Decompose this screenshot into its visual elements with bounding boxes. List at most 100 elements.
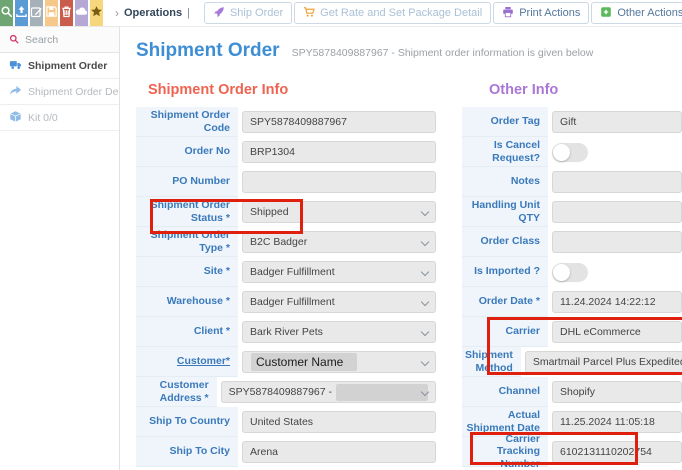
sidebar-item-label: Kit 0/0: [28, 111, 58, 124]
notes-label: Notes: [462, 167, 548, 197]
order-no-label: Order No: [136, 137, 238, 167]
customer-label[interactable]: Customer*: [136, 347, 238, 377]
sidebar-search-input[interactable]: Search: [0, 27, 119, 53]
input-value: Shopify: [560, 386, 596, 398]
search-button[interactable]: [0, 0, 13, 26]
page-subtitle: SPY5878409887967 - Shipment order inform…: [291, 47, 594, 59]
get-rate-label: Get Rate and Set Package Detail: [320, 7, 483, 19]
order-tag-input[interactable]: Gift: [552, 111, 682, 133]
redacted-address-block: [336, 383, 428, 401]
is-cancel-request-toggle[interactable]: [552, 142, 588, 162]
toggle-knob: [553, 143, 570, 161]
shipment-order-code-input[interactable]: SPY5878409887967: [242, 111, 436, 133]
upload-button[interactable]: [15, 0, 28, 26]
carrier-input[interactable]: DHL eCommerce: [552, 321, 682, 343]
form-row: Carrier DHL eCommerce: [462, 317, 682, 347]
channel-label: Channel: [462, 377, 548, 407]
shipment-method-label: Shipment Method: [462, 347, 521, 377]
form-row: Site * Badger Fulfillment: [136, 257, 436, 287]
forward-arrow-icon: [9, 84, 22, 100]
sidebar-item-shipment-order[interactable]: Shipment Order: [0, 53, 119, 79]
shipment-method-input[interactable]: Smartmail Parcel Plus Expedited: [524, 351, 682, 373]
actual-shipment-date-input[interactable]: 11.25.2024 11:05:18: [552, 411, 682, 433]
site-select[interactable]: Badger Fulfillment: [242, 261, 436, 283]
input-value: B2C Badger: [250, 236, 308, 248]
breadcrumb-separator: |: [187, 7, 190, 19]
form-row: Shipment Order Type * B2C Badger: [136, 227, 436, 257]
ship-order-button[interactable]: Ship Order: [203, 2, 293, 24]
save-button[interactable]: [45, 0, 58, 26]
get-rate-button[interactable]: Get Rate and Set Package Detail: [294, 2, 492, 24]
sidebar-item-kit[interactable]: Kit 0/0: [0, 105, 119, 131]
order-date-label: Order Date *: [462, 287, 548, 317]
input-value: Gift: [560, 116, 577, 128]
chevron-down-icon: [420, 357, 430, 367]
notes-input[interactable]: [552, 171, 682, 193]
ship-order-label: Ship Order: [229, 7, 284, 19]
is-imported-toggle[interactable]: [552, 262, 588, 282]
customer-address-select[interactable]: SPY5878409887967 -: [220, 381, 436, 403]
order-class-input[interactable]: [552, 231, 682, 253]
printer-icon: [502, 6, 514, 21]
export-button[interactable]: [75, 0, 88, 26]
input-value: SPY5878409887967: [250, 116, 347, 128]
favorite-star-icon: [90, 5, 103, 21]
edit-icon: [30, 5, 43, 21]
ship-to-city-input[interactable]: Arena: [242, 441, 436, 463]
form-row: PO Number: [136, 167, 436, 197]
input-value: Shipped: [250, 206, 289, 218]
favorite-button[interactable]: [90, 0, 103, 26]
form-row: Ship To City Arena: [136, 437, 436, 467]
form-row: Ship To Country United States: [136, 407, 436, 437]
order-no-input[interactable]: BRP1304: [242, 141, 436, 163]
shipment-order-type-select[interactable]: B2C Badger: [242, 231, 436, 253]
input-value: SPY5878409887967 -: [228, 386, 332, 398]
form-row: Shipment Order Status * Shipped: [136, 197, 436, 227]
warehouse-select[interactable]: Badger Fulfillment: [242, 291, 436, 313]
page-title: Shipment Order: [136, 40, 280, 61]
other-info-heading: Other Info: [489, 82, 559, 98]
form-row: Customer* Customer Name: [136, 347, 436, 377]
input-value: DHL eCommerce: [560, 326, 641, 338]
client-select[interactable]: Bark River Pets: [242, 321, 436, 343]
cart-icon: [303, 6, 316, 21]
order-date-input[interactable]: 11.24.2024 14:22:12: [552, 291, 682, 313]
breadcrumb: › Operations |: [115, 0, 190, 26]
form-row: Order Tag Gift: [462, 107, 682, 137]
form-row: Is Imported ?: [462, 257, 682, 287]
handling-unit-qty-input[interactable]: [552, 201, 682, 223]
form-row: Order No BRP1304: [136, 137, 436, 167]
sidebar-item-shipment-order-detail[interactable]: Shipment Order Detail 0/1: [0, 79, 119, 105]
form-row: Notes: [462, 167, 682, 197]
input-value: Smartmail Parcel Plus Expedited: [532, 356, 682, 368]
shipment-order-type-label: Shipment Order Type *: [136, 227, 238, 257]
input-value: Badger Fulfillment: [250, 296, 335, 308]
form-row: Order Date * 11.24.2024 14:22:12: [462, 287, 682, 317]
form-row: Handling Unit QTY: [462, 197, 682, 227]
print-actions-button[interactable]: Print Actions: [493, 2, 590, 24]
breadcrumb-section[interactable]: Operations: [124, 7, 183, 19]
chevron-down-icon: [420, 297, 430, 307]
breadcrumb-chevron-icon: ›: [115, 6, 119, 20]
po-number-input[interactable]: [242, 171, 436, 193]
ship-to-country-input[interactable]: United States: [242, 411, 436, 433]
other-actions-button[interactable]: Other Actions: [591, 2, 682, 24]
form-row: Channel Shopify: [462, 377, 682, 407]
other-info-form: Order Tag Gift Is Cancel Request? Notes …: [462, 107, 682, 470]
ship-to-city-label: Ship To City: [136, 437, 238, 467]
input-value: Badger Fulfillment: [250, 266, 335, 278]
delete-button[interactable]: [60, 0, 73, 26]
order-tag-label: Order Tag: [462, 107, 548, 137]
shipment-order-status-select[interactable]: Shipped: [242, 201, 436, 223]
edit-button[interactable]: [30, 0, 43, 26]
channel-input[interactable]: Shopify: [552, 381, 682, 403]
sidebar-item-label: Shipment Order: [28, 59, 108, 72]
shipment-order-code-label: Shipment Order Code: [136, 107, 238, 137]
search-icon: [0, 5, 13, 21]
carrier-tracking-number-input[interactable]: 6102131110202754: [552, 441, 682, 463]
plus-square-icon: [600, 6, 612, 21]
customer-select[interactable]: Customer Name: [242, 351, 436, 373]
shipment-order-info-heading: Shipment Order Info: [148, 82, 289, 98]
page-header: Shipment Order SPY5878409887967 - Shipme…: [136, 40, 593, 62]
save-icon: [45, 5, 58, 21]
